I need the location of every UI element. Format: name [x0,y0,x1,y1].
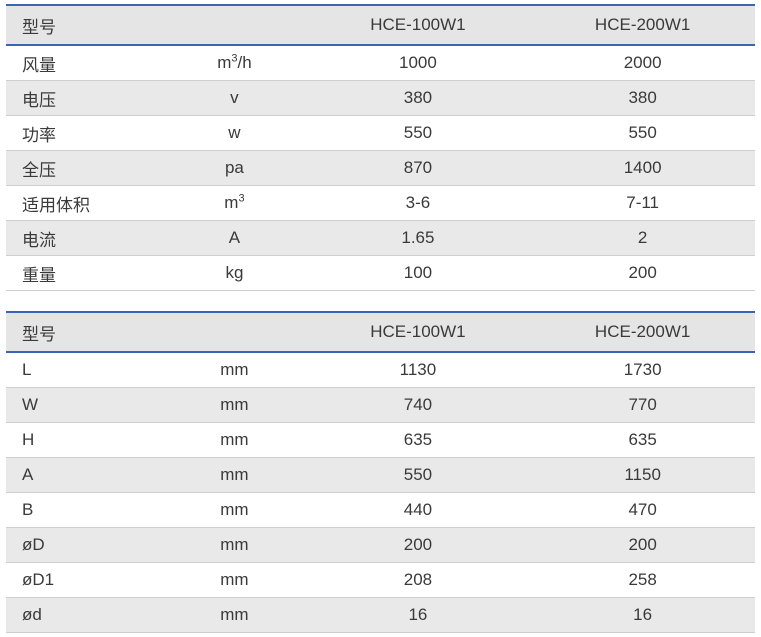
row-unit: mm [163,458,305,493]
row-label: 适用体积 [6,186,163,221]
row-unit: kg [163,256,305,291]
header-col-b: HCE-200W1 [530,312,755,352]
row-value-a: 740 [306,388,531,423]
table-row: 重量kg100200 [6,256,755,291]
row-label: 功率 [6,116,163,151]
header-unit [163,312,305,352]
table-row: 电流A1.652 [6,221,755,256]
row-value-a: 870 [306,151,531,186]
header-model: 型号 [6,312,163,352]
table-row: Bmm440470 [6,493,755,528]
header-col-a: HCE-100W1 [306,5,531,45]
row-unit: mm [163,493,305,528]
row-unit: m3 [163,186,305,221]
row-unit: m3/h [163,45,305,81]
row-value-a: 16 [306,598,531,633]
row-value-b: 16 [530,598,755,633]
row-value-a: 550 [306,116,531,151]
table-row: 功率w550550 [6,116,755,151]
row-value-b: 1150 [530,458,755,493]
row-value-a: 200 [306,528,531,563]
row-label: B [6,493,163,528]
table-row: 全压pa8701400 [6,151,755,186]
row-value-b: 200 [530,256,755,291]
table-row: Lmm11301730 [6,352,755,388]
table-row: Hmm635635 [6,423,755,458]
row-value-b: 200 [530,528,755,563]
row-value-b: 1400 [530,151,755,186]
header-col-a: HCE-100W1 [306,312,531,352]
row-unit: v [163,81,305,116]
table-row: 风量m3/h10002000 [6,45,755,81]
header-col-b: HCE-200W1 [530,5,755,45]
row-value-b: 258 [530,563,755,598]
row-value-b: 380 [530,81,755,116]
row-unit: mm [163,598,305,633]
row-value-a: 1.65 [306,221,531,256]
header-model: 型号 [6,5,163,45]
row-label: L [6,352,163,388]
row-label: 全压 [6,151,163,186]
row-unit: mm [163,352,305,388]
row-value-a: 1000 [306,45,531,81]
header-unit [163,5,305,45]
row-label: øD1 [6,563,163,598]
table-header-row: 型号 HCE-100W1 HCE-200W1 [6,5,755,45]
row-value-a: 100 [306,256,531,291]
row-unit: mm [163,563,305,598]
table-row: øD1mm208258 [6,563,755,598]
row-label: 电流 [6,221,163,256]
row-value-a: 208 [306,563,531,598]
row-value-a: 440 [306,493,531,528]
spec-table-2: 型号 HCE-100W1 HCE-200W1 Lmm11301730Wmm740… [6,311,755,633]
row-unit: w [163,116,305,151]
row-label: øD [6,528,163,563]
row-unit: A [163,221,305,256]
table-row: øDmm200200 [6,528,755,563]
row-unit: pa [163,151,305,186]
table-row: Wmm740770 [6,388,755,423]
row-label: 电压 [6,81,163,116]
table-row: 适用体积m33-67-11 [6,186,755,221]
row-value-b: 7-11 [530,186,755,221]
table-header-row: 型号 HCE-100W1 HCE-200W1 [6,312,755,352]
table-row: Amm5501150 [6,458,755,493]
row-value-a: 635 [306,423,531,458]
row-value-b: 635 [530,423,755,458]
row-value-b: 2 [530,221,755,256]
row-value-a: 380 [306,81,531,116]
table-row: ødmm1616 [6,598,755,633]
row-label: 风量 [6,45,163,81]
row-label: ød [6,598,163,633]
table-row: 电压v380380 [6,81,755,116]
row-label: W [6,388,163,423]
row-label: H [6,423,163,458]
row-value-a: 3-6 [306,186,531,221]
spec-table-1: 型号 HCE-100W1 HCE-200W1 风量m3/h10002000电压v… [6,4,755,291]
row-value-a: 1130 [306,352,531,388]
row-unit: mm [163,528,305,563]
row-value-b: 470 [530,493,755,528]
row-value-b: 770 [530,388,755,423]
row-value-a: 550 [306,458,531,493]
row-value-b: 550 [530,116,755,151]
row-label: 重量 [6,256,163,291]
row-value-b: 2000 [530,45,755,81]
row-value-b: 1730 [530,352,755,388]
row-unit: mm [163,388,305,423]
row-unit: mm [163,423,305,458]
row-label: A [6,458,163,493]
